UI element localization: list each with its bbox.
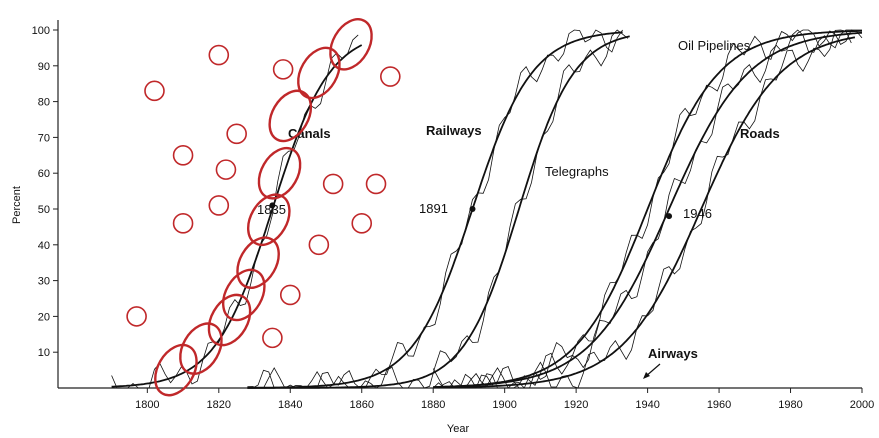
series-raw-line (432, 29, 852, 389)
series-layer (111, 29, 863, 389)
series-raw-line (433, 29, 863, 389)
series-line (111, 44, 363, 388)
overlay-circle (308, 234, 330, 256)
series-raw-line (247, 29, 629, 389)
x-tick-label: 1920 (564, 399, 588, 411)
overlay-layer (126, 18, 401, 397)
axes (57, 20, 862, 389)
annotation-roads: Roads (740, 126, 780, 141)
overlay-circle (351, 213, 373, 234)
y-tick-label: 50 (38, 204, 50, 216)
x-tick-label: 1860 (349, 399, 373, 411)
x-axis-label: Year (447, 423, 470, 435)
series-line (247, 35, 630, 389)
annotation-railways: Railways (426, 123, 482, 138)
overlay-ellipse (221, 268, 266, 322)
y-ticks: 10 20 30 40 50 60 70 80 90 100 (32, 25, 58, 359)
x-tick-label: 1980 (778, 399, 802, 411)
annotation-telegraphs: Telegraphs (545, 164, 609, 179)
overlay-circle (172, 145, 194, 166)
overlay-ellipse (329, 18, 373, 71)
overlay-ellipse (297, 46, 341, 100)
y-tick-label: 100 (32, 25, 50, 37)
x-tick-label: 1940 (635, 399, 659, 411)
x-ticks: 1800 1820 1840 1860 1880 1900 1920 1940 1960 1980… (135, 388, 874, 411)
overlay-ellipse (207, 293, 252, 347)
annotation-oil-pipelines: Oil Pipelines (678, 38, 751, 53)
overlay-circle (172, 213, 194, 234)
overlay-circle (126, 306, 147, 327)
point-label-1891: 1891 (419, 201, 448, 216)
overlay-circle (144, 80, 165, 102)
x-tick-label: 1800 (135, 399, 159, 411)
overlay-circle (262, 327, 283, 349)
y-axis-label: Percent (11, 186, 23, 224)
y-tick-label: 40 (38, 240, 50, 252)
series-line (433, 30, 862, 388)
y-tick-label: 70 (38, 132, 50, 144)
x-tick-label: 1840 (278, 399, 302, 411)
overlay-circle (380, 66, 401, 87)
overlay-circle (208, 44, 230, 66)
series-line (433, 31, 863, 388)
x-tick-label: 1960 (707, 399, 731, 411)
overlay-ellipse (179, 322, 223, 375)
point-label-1946: 1946 (683, 206, 712, 221)
marked-points-layer (269, 202, 673, 220)
x-tick-label: 1880 (421, 399, 445, 411)
y-tick-label: 60 (38, 168, 50, 180)
x-tick-label: 1820 (207, 399, 231, 411)
overlay-circle (279, 284, 301, 306)
annotation-airways: Airways (648, 346, 698, 361)
x-tick-label: 2000 (850, 399, 874, 411)
y-tick-label: 80 (38, 97, 50, 109)
x-tick-label: 1900 (492, 399, 516, 411)
y-tick-label: 20 (38, 311, 50, 323)
series-raw-line (432, 29, 862, 389)
overlay-ellipse (236, 236, 280, 289)
overlay-circle (226, 123, 247, 145)
overlay-circle (365, 173, 387, 195)
series-raw-line (111, 34, 359, 389)
airways-arrowhead (643, 372, 650, 379)
overlay-ellipse (257, 146, 302, 200)
overlay-circle (215, 159, 237, 180)
series-line (433, 36, 856, 389)
marked-point (269, 202, 276, 209)
marked-point (666, 213, 673, 220)
overlay-circle (208, 195, 230, 216)
point-label-1835: 1835 (257, 202, 286, 217)
overlay-ellipse (154, 343, 198, 397)
series-line (247, 31, 623, 389)
y-tick-label: 30 (38, 276, 50, 288)
y-tick-label: 90 (38, 61, 50, 73)
annotation-canals: Canals (288, 126, 331, 141)
overlay-circle (322, 173, 344, 195)
y-tick-label: 10 (38, 347, 50, 359)
overlay-ellipse (268, 89, 313, 143)
overlay-circle (272, 59, 294, 80)
marked-point (469, 206, 476, 212)
